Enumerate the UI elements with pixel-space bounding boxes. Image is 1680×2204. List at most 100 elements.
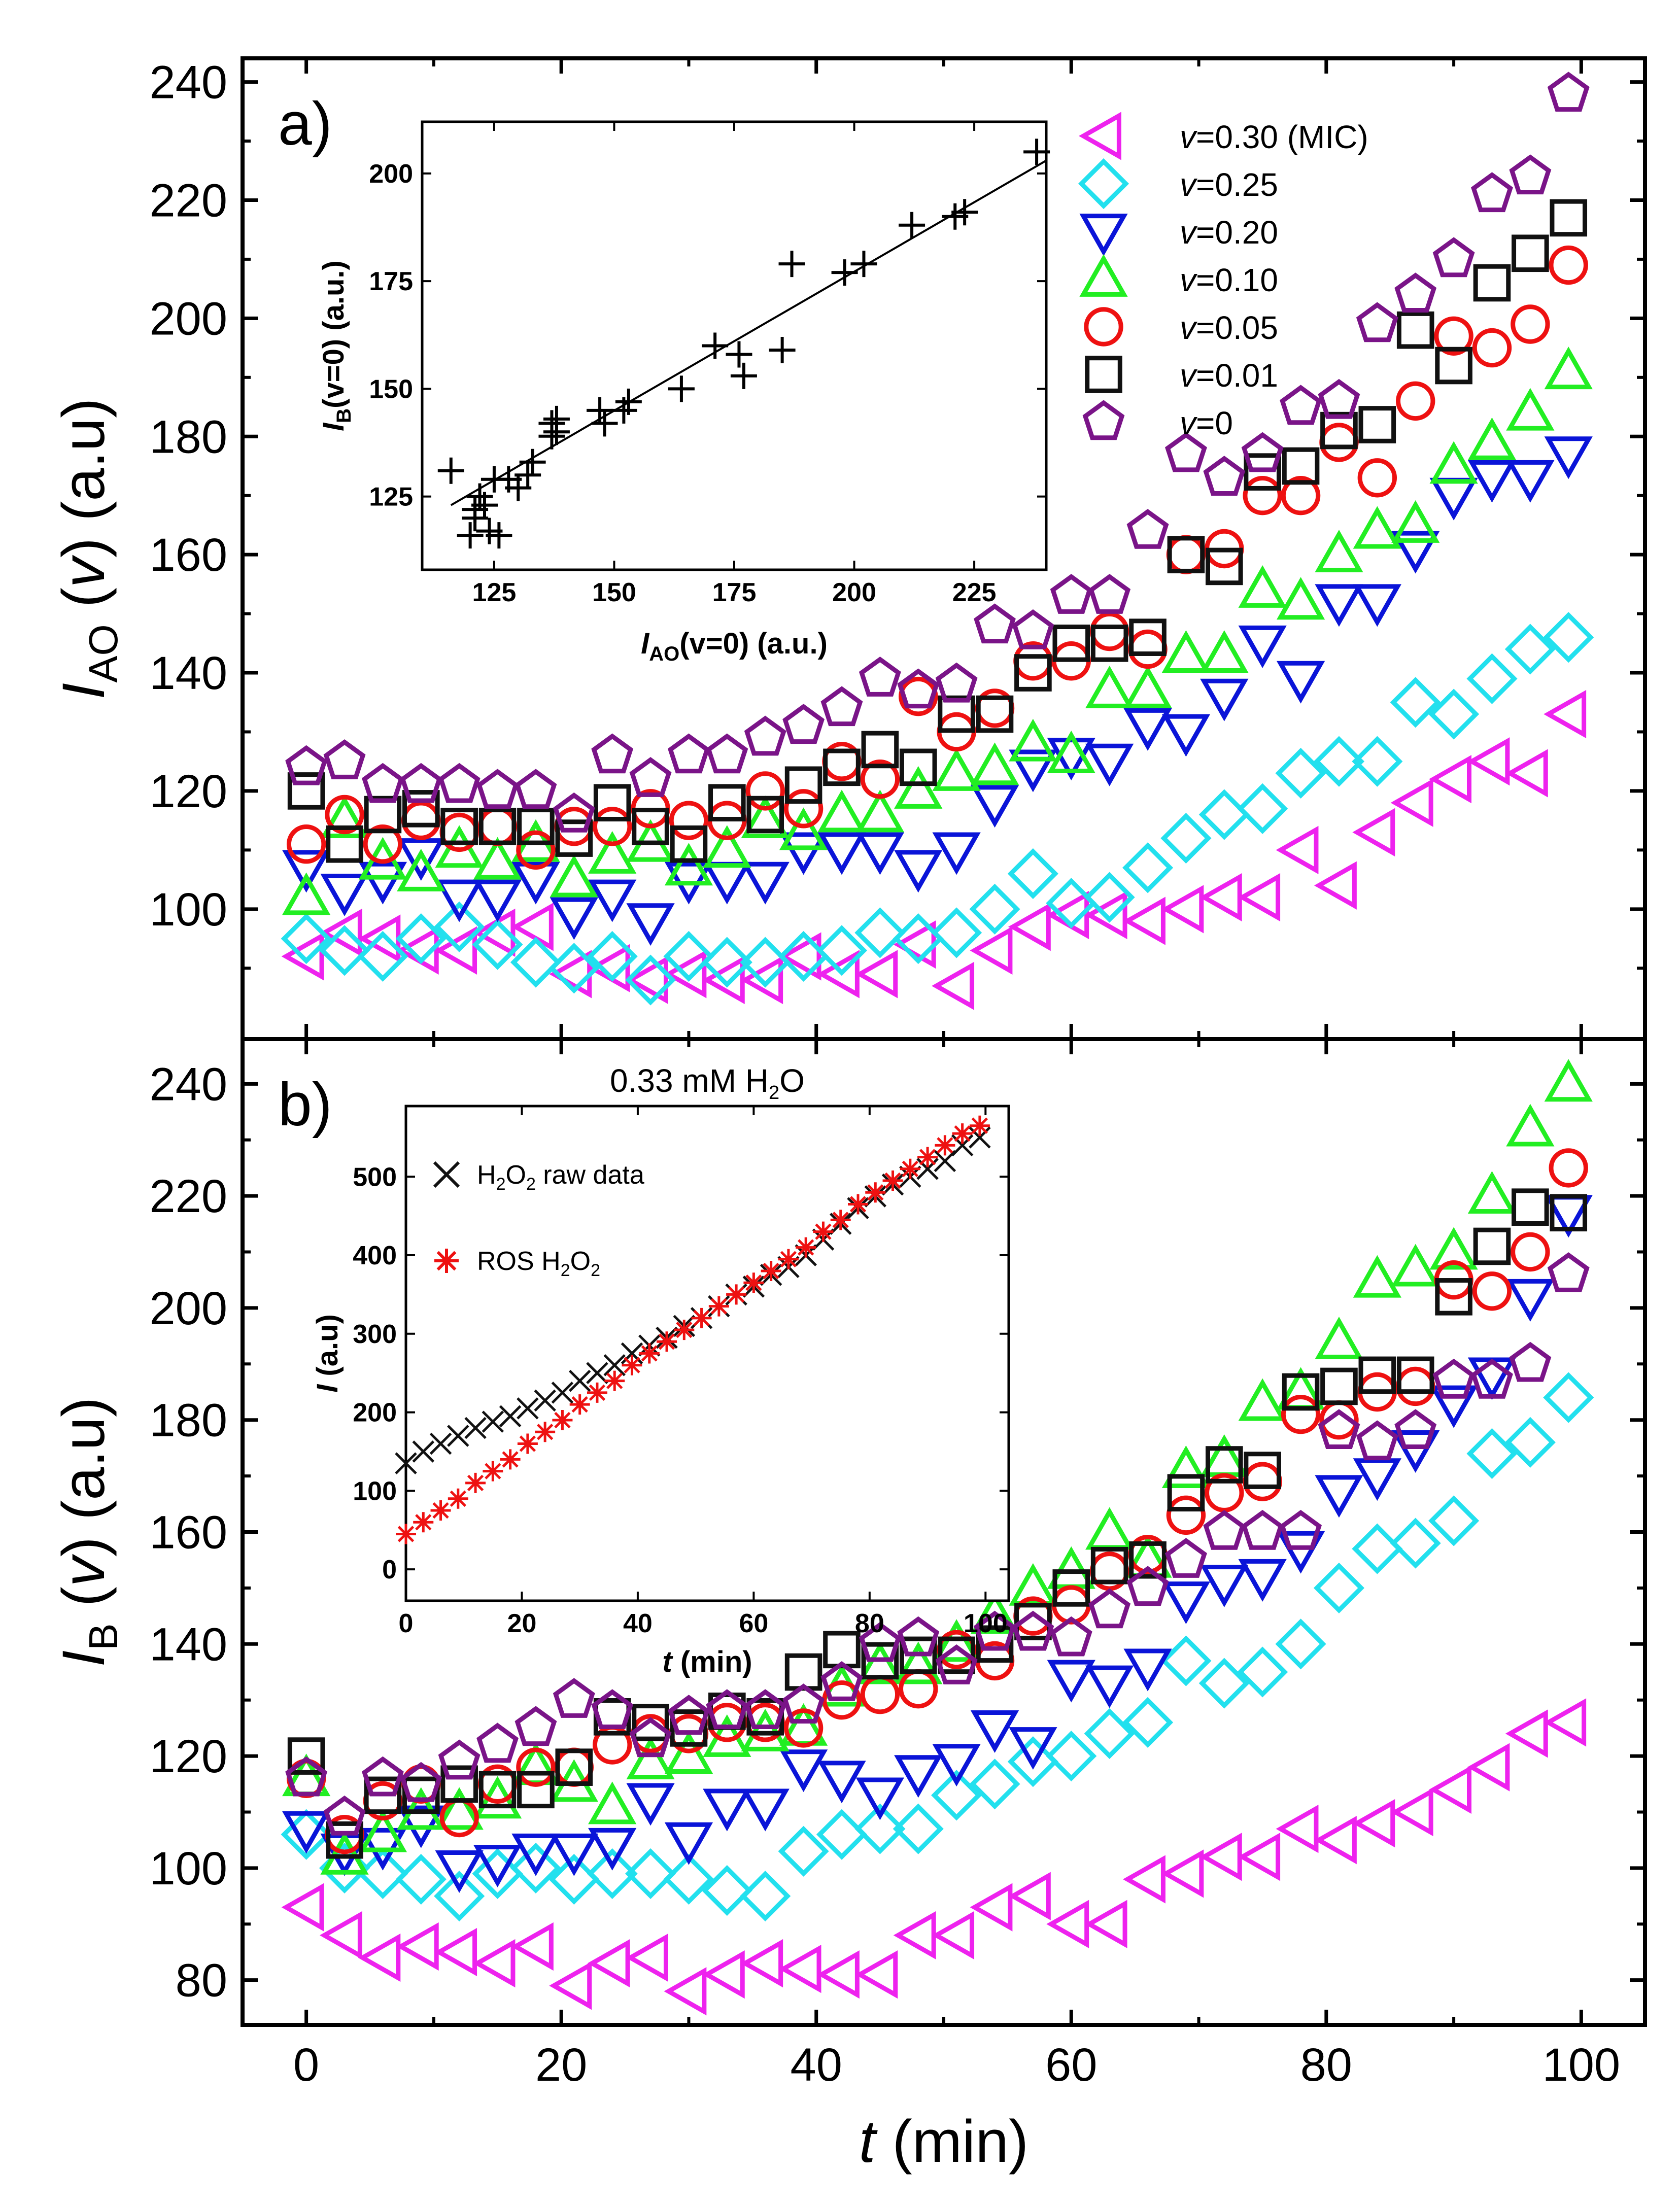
data-point [1128,629,1168,669]
inset-title-subscript: 2 [769,1082,779,1104]
data-point [434,901,485,952]
data-point [281,913,332,965]
inset-data-point [830,1210,851,1230]
data-point [1314,861,1357,910]
inset-title: 0.33 mM H2O [610,1062,805,1104]
data-point [511,1833,560,1876]
legend-label-value: =0.05 [1196,309,1278,346]
data-point [1084,1900,1127,1948]
inset-legend-marker [434,1249,459,1273]
data-point [1396,1366,1435,1406]
data-point [402,1776,440,1814]
data-point [1467,737,1510,786]
data-point [282,850,331,893]
data-point [434,926,477,975]
data-point [816,925,868,976]
series-tri-down [282,1195,1593,1893]
data-point [1358,1356,1396,1394]
inset-data-point [639,1343,660,1364]
inset-title-end: O [779,1062,805,1099]
inset-data-point [702,332,729,359]
data-point [894,1755,943,1798]
legend-label-variable: v [1180,119,1198,155]
inset-data-point [935,1135,955,1156]
data-point [396,1922,439,1971]
inset-data-point [691,1307,712,1328]
data-point [741,1788,790,1832]
legend-label: v=0.25 [1180,166,1278,203]
data-point [855,1641,904,1684]
data-point [1166,535,1206,574]
inset-legend-label: ROS H2O2 [477,1247,600,1280]
legend-marker [1079,214,1128,257]
data-point [1276,825,1319,875]
inset-title-text: 0.33 mM H [610,1062,769,1099]
inset-x-title: IAO(v=0) (a.u.) [641,627,828,665]
y-tick-label: 240 [150,57,228,109]
data-point [893,1803,944,1854]
data-point [1046,1900,1089,1948]
data-point [1396,381,1435,421]
data-point [1050,1616,1092,1657]
data-point [1047,1660,1095,1703]
data-point [1544,347,1593,390]
data-point [1549,245,1588,285]
inset-data-point [668,375,695,402]
inset-data-point [543,419,570,445]
data-point [1429,1765,1471,1814]
data-point [1167,536,1205,573]
data-point [1276,661,1325,704]
data-point [779,807,828,850]
y-axis-title-paren: ( [50,588,117,624]
data-point [1504,1417,1556,1468]
legend-marker [1079,254,1128,297]
data-point [1512,234,1549,272]
inset-data-point [482,1410,504,1433]
legend-label-variable: v [1180,357,1198,394]
data-point [401,801,441,840]
inset-x-tick-label: 125 [472,578,517,607]
data-point [1315,584,1363,627]
inset-frame [404,1105,1010,1602]
inset-x-title-symbol: t [662,1645,673,1678]
data-point [1165,432,1207,472]
data-point [1547,1252,1590,1292]
data-point [1394,1409,1437,1449]
data-point [395,913,447,965]
inset-data-point [882,1170,903,1191]
data-point [286,824,326,864]
data-point [587,1848,638,1899]
y-tick-label: 220 [150,175,228,226]
data-point [1014,1603,1052,1640]
data-point [510,1842,561,1893]
inset-data-point [726,341,752,368]
inset-data-point [551,1382,574,1404]
data-point [1161,1849,1204,1898]
y-tick-label: 100 [150,884,228,936]
data-point [1009,718,1057,762]
data-point [510,937,561,988]
data-point [478,1771,517,1809]
data-point [588,831,637,874]
legend-marker [1078,158,1129,210]
inset-data-point [465,1472,486,1493]
data-point [626,1737,675,1780]
data-point [363,824,403,864]
data-point [854,907,906,958]
data-point [1161,1581,1211,1624]
data-point [1084,1708,1135,1759]
data-point [281,1883,324,1932]
inset-y-tick-label: 400 [353,1241,397,1270]
data-point [472,919,523,970]
data-point [938,695,975,733]
inset-data-point [464,1417,487,1439]
data-point [899,1669,938,1709]
data-point [663,931,714,982]
data-point [549,1961,592,2010]
data-point [859,1622,901,1662]
legend-label-variable: v [1180,405,1198,441]
data-point [1275,1618,1326,1670]
data-point [1241,1509,1284,1550]
data-point [323,1795,366,1836]
inset-data-point [615,388,642,415]
